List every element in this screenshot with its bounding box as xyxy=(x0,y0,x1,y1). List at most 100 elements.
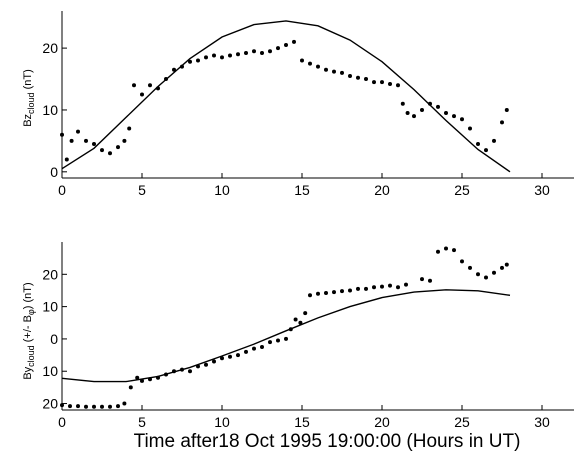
bz-data-point xyxy=(60,132,64,137)
by-data-point xyxy=(252,346,256,351)
by-x-tick-label: 20 xyxy=(374,414,390,430)
bz-data-point xyxy=(468,126,472,131)
bz-data-point xyxy=(220,55,224,60)
bz-x-tick-label: 0 xyxy=(58,182,66,198)
bz-data-point xyxy=(504,107,509,112)
bz-data-point xyxy=(476,141,480,146)
bz-ylabel-group: Bzcloud (nT) xyxy=(22,69,36,127)
by-x-tick-label: 0 xyxy=(58,414,66,430)
by-data-point xyxy=(444,246,448,251)
by-data-point xyxy=(204,362,208,367)
by-data-point xyxy=(268,340,272,345)
by-data-point xyxy=(460,259,464,264)
bz-data-point xyxy=(76,129,80,134)
by-data-point xyxy=(380,284,384,289)
by-data-point xyxy=(108,404,112,409)
by-data-point xyxy=(303,311,308,316)
bz-data-point xyxy=(316,64,320,69)
by-y-tick-label: 10 xyxy=(42,363,58,379)
by-data-point xyxy=(128,385,133,390)
by-data-point xyxy=(236,353,240,358)
bz-data-point xyxy=(324,67,328,72)
by-data-point xyxy=(504,262,509,267)
bz-data-point xyxy=(196,58,200,63)
by-data-point xyxy=(284,336,288,341)
bz-data-point xyxy=(388,81,392,86)
by-data-point xyxy=(116,404,120,409)
bz-x-tick-label: 25 xyxy=(454,182,470,198)
by-data-point xyxy=(60,403,64,408)
by-data-point xyxy=(135,375,140,380)
by-data-point xyxy=(92,404,96,409)
by-y-tick-label: 20 xyxy=(42,396,58,412)
bz-data-point xyxy=(484,148,488,153)
by-data-point xyxy=(468,265,472,270)
by-data-point xyxy=(332,290,336,295)
bz-data-point xyxy=(276,46,280,51)
bz-data-point xyxy=(252,49,256,54)
by-y-tick-label: 0 xyxy=(50,331,58,347)
by-data-point xyxy=(420,277,424,282)
bz-x-tick-label: 20 xyxy=(374,182,390,198)
bz-data-point xyxy=(84,138,88,143)
by-data-point xyxy=(356,286,360,291)
bz-y-tick-label: 0 xyxy=(50,164,58,180)
by-data-point xyxy=(404,282,408,287)
by-x-tick-label: 30 xyxy=(534,414,550,430)
bz-data-point xyxy=(348,73,352,78)
bz-data-point xyxy=(100,148,104,153)
by-data-point xyxy=(84,404,88,409)
by-ylabel: Bycloud (+/- Bφ) (nT) xyxy=(22,282,36,379)
bz-data-point xyxy=(188,59,192,64)
bz-data-point xyxy=(396,83,400,88)
bz-data-point xyxy=(452,114,456,119)
by-data-point xyxy=(293,317,298,322)
bz-x-tick-label: 15 xyxy=(294,182,310,198)
by-y-tick-label: 10 xyxy=(42,299,58,315)
by-data-point xyxy=(340,289,344,294)
by-y-tick-label: 20 xyxy=(42,266,58,282)
bz-data-point xyxy=(116,145,120,150)
by-data-point xyxy=(122,401,127,406)
bz-data-point xyxy=(412,114,416,119)
bz-data-point xyxy=(236,52,240,57)
by-data-point xyxy=(212,359,216,364)
bz-data-point xyxy=(444,111,448,116)
bz-data-point xyxy=(140,92,144,97)
by-data-point xyxy=(228,354,232,359)
bz-data-point xyxy=(212,53,216,58)
bz-data-point xyxy=(300,58,304,63)
bz-data-point xyxy=(356,75,360,80)
by-data-point xyxy=(100,404,104,409)
bz-data-point xyxy=(284,43,288,48)
bz-data-point xyxy=(340,70,344,75)
bz-data-point xyxy=(364,77,368,82)
bz-x-tick-label: 30 xyxy=(534,182,550,198)
by-data-point xyxy=(298,320,303,325)
bz-data-point xyxy=(228,53,232,58)
bz-data-point xyxy=(268,49,272,54)
bz-data-point xyxy=(127,126,132,131)
by-data-point xyxy=(492,270,496,275)
by-data-point xyxy=(500,265,504,270)
by-x-tick-label: 10 xyxy=(214,414,230,430)
by-data-point xyxy=(428,278,432,283)
bz-x-tick-label: 10 xyxy=(214,182,230,198)
by-data-point xyxy=(76,404,80,409)
bz-data-point xyxy=(405,111,410,116)
bz-data-point xyxy=(492,138,496,143)
bz-data-point xyxy=(372,80,376,85)
by-data-point xyxy=(140,378,144,383)
by-x-tick-label: 15 xyxy=(294,414,310,430)
bz-data-point xyxy=(122,138,127,143)
by-data-point xyxy=(476,272,480,277)
by-panel: Bycloud (+/- Bφ) (nT) 0 5 10 15 20 25 30 20 10 0 1… xyxy=(22,242,574,430)
by-data-point xyxy=(324,291,328,296)
bz-data-point xyxy=(292,39,296,44)
by-data-point xyxy=(388,283,392,288)
by-data-point xyxy=(452,248,456,253)
by-data-point xyxy=(364,286,368,291)
by-data-point xyxy=(348,288,352,293)
bz-data-point xyxy=(500,120,504,125)
